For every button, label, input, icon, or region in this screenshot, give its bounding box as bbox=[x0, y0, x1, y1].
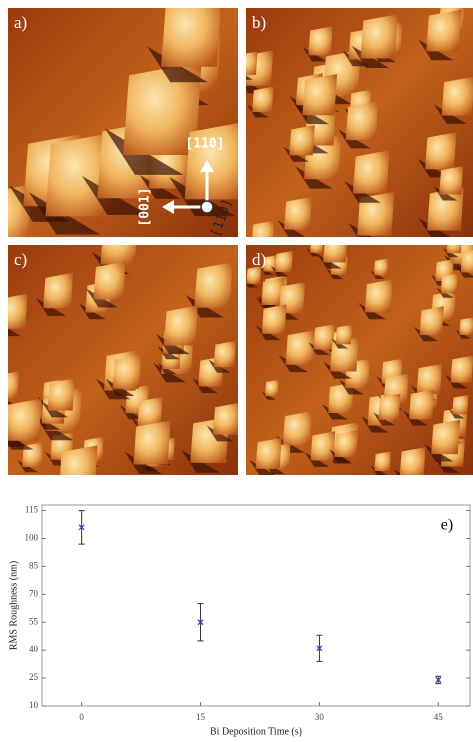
y-tick-label: 55 bbox=[29, 616, 39, 626]
direction-label: [1̄10] bbox=[185, 137, 224, 152]
afm-island bbox=[353, 150, 389, 193]
afm-island bbox=[185, 121, 251, 200]
afm-panel bbox=[233, 3, 473, 253]
afm-island bbox=[238, 51, 258, 74]
plot-frame bbox=[42, 505, 470, 706]
x-axis-label: Bi Deposition Time (s) bbox=[210, 726, 302, 737]
panel-label: a) bbox=[14, 13, 27, 32]
afm-island bbox=[164, 305, 198, 345]
afm-island bbox=[378, 394, 400, 420]
x-tick-label: 30 bbox=[315, 712, 325, 722]
afm-island bbox=[310, 237, 324, 253]
afm-island bbox=[137, 397, 162, 427]
afm-island bbox=[262, 304, 287, 333]
afm-island bbox=[0, 371, 19, 398]
afm-island bbox=[252, 87, 273, 112]
axis-origin bbox=[201, 201, 213, 213]
afm-island bbox=[161, 0, 222, 67]
afm-island bbox=[6, 399, 41, 441]
afm-island bbox=[374, 258, 388, 275]
panel-label: b) bbox=[252, 13, 266, 32]
afm-island bbox=[311, 431, 336, 460]
afm-island bbox=[409, 390, 434, 420]
y-tick-label: 85 bbox=[29, 560, 39, 570]
x-tick-label: 0 bbox=[79, 712, 84, 722]
afm-island bbox=[452, 395, 468, 414]
afm-island bbox=[425, 132, 456, 169]
x-tick-label: 45 bbox=[434, 712, 444, 722]
afm-island bbox=[194, 262, 232, 307]
afm-images: a)b)c)d)[1̄10][001][110] bbox=[0, 0, 473, 501]
afm-island bbox=[213, 403, 240, 435]
afm-island bbox=[323, 233, 347, 262]
y-tick-label: 10 bbox=[29, 700, 39, 710]
direction-label: [001] bbox=[138, 187, 153, 226]
afm-island bbox=[346, 102, 379, 141]
afm-island bbox=[302, 74, 337, 115]
panel-annotation: e) bbox=[441, 517, 453, 534]
x-tick-label: 15 bbox=[196, 712, 206, 722]
afm-island bbox=[284, 197, 312, 230]
afm-island bbox=[431, 420, 460, 454]
afm-island bbox=[113, 355, 142, 389]
afm-island bbox=[256, 438, 282, 469]
afm-island bbox=[43, 273, 73, 308]
y-tick-label: 115 bbox=[25, 505, 39, 515]
afm-island bbox=[133, 420, 170, 464]
afm-island bbox=[461, 249, 473, 273]
afm-island bbox=[308, 26, 332, 55]
afm-island bbox=[289, 125, 314, 155]
afm-island bbox=[286, 330, 315, 365]
afm-island bbox=[442, 77, 473, 116]
afm-island bbox=[420, 306, 444, 335]
figure: a)b)c)d)[1̄10][001][110] 102540557085100… bbox=[0, 0, 473, 742]
afm-island bbox=[400, 447, 426, 478]
y-tick-label: 25 bbox=[29, 672, 39, 682]
roughness-chart: 10 25 40 55 70 85 100 115 0 15 30 45 Bi Deposition T… bbox=[8, 505, 470, 738]
afm-island bbox=[265, 380, 279, 396]
afm-panel bbox=[0, 221, 240, 502]
afm-island bbox=[447, 235, 463, 254]
y-tick-label: 70 bbox=[29, 588, 39, 598]
afm-island bbox=[214, 341, 236, 367]
afm-island bbox=[0, 294, 28, 329]
afm-island bbox=[374, 451, 391, 471]
afm-island bbox=[48, 378, 75, 410]
afm-shadow bbox=[50, 478, 89, 501]
afm-island bbox=[275, 251, 293, 272]
afm-island bbox=[334, 430, 356, 457]
afm-island bbox=[283, 411, 312, 445]
afm-island bbox=[417, 364, 442, 394]
afm-island bbox=[59, 445, 98, 491]
afm-island bbox=[336, 325, 353, 345]
panel-label: d) bbox=[252, 250, 266, 269]
afm-island bbox=[426, 10, 461, 52]
afm-island bbox=[459, 317, 473, 335]
afm-island bbox=[439, 166, 463, 194]
y-tick-label: 40 bbox=[29, 644, 39, 654]
y-axis-label: RMS Roughness (nm) bbox=[8, 561, 19, 650]
afm-island bbox=[313, 324, 334, 349]
afm-island bbox=[451, 356, 473, 383]
afm-island bbox=[365, 280, 393, 313]
afm-island bbox=[94, 262, 126, 300]
y-tick-label: 100 bbox=[25, 533, 39, 543]
afm-island bbox=[251, 221, 274, 248]
afm-panel bbox=[243, 233, 473, 484]
afm-island bbox=[360, 14, 397, 58]
panel-label: c) bbox=[14, 250, 27, 269]
afm-island bbox=[441, 273, 458, 293]
